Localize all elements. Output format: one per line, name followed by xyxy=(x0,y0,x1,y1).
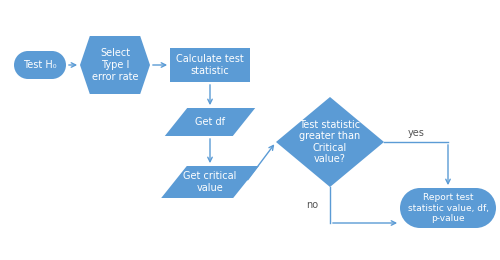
Text: Test H₀: Test H₀ xyxy=(23,60,57,70)
Bar xyxy=(170,48,250,82)
Text: no: no xyxy=(306,200,318,210)
Text: Get df: Get df xyxy=(195,117,225,127)
Polygon shape xyxy=(276,97,384,187)
Polygon shape xyxy=(80,36,150,94)
Bar xyxy=(420,188,476,228)
Ellipse shape xyxy=(400,188,440,228)
Polygon shape xyxy=(161,166,259,198)
Text: Test statistic
greater than
Critical
value?: Test statistic greater than Critical val… xyxy=(300,120,360,164)
Text: Select
Type I
error rate: Select Type I error rate xyxy=(92,48,138,82)
Text: Get critical
value: Get critical value xyxy=(184,171,236,193)
Ellipse shape xyxy=(38,51,66,79)
Text: Report test
statistic value, df,
p-value: Report test statistic value, df, p-value xyxy=(408,193,488,223)
Text: yes: yes xyxy=(408,128,424,138)
Ellipse shape xyxy=(14,51,42,79)
Polygon shape xyxy=(165,108,255,136)
Ellipse shape xyxy=(456,188,496,228)
Text: Calculate test
statistic: Calculate test statistic xyxy=(176,54,244,76)
Bar xyxy=(28,51,52,79)
